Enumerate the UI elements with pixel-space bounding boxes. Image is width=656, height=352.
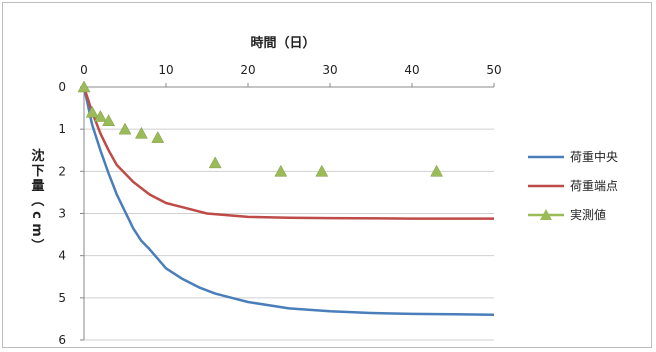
y-tick-label-6: 6 xyxy=(58,333,66,347)
x-tick-label-50: 50 xyxy=(486,63,501,77)
tick-labels: 0 10 20 30 40 50 0 1 2 3 4 5 6 xyxy=(58,63,501,347)
data-point xyxy=(151,131,165,143)
data-point xyxy=(134,126,148,139)
data-point xyxy=(77,80,91,93)
legend-label: 実測値 xyxy=(570,207,606,222)
y-tick-label-5: 5 xyxy=(58,291,66,305)
y-tick-label-2: 2 xyxy=(58,164,66,178)
legend-item-1: 荷重中央 xyxy=(528,149,618,164)
axes xyxy=(80,83,495,341)
legend-label: 荷重中央 xyxy=(570,149,618,164)
y-tick-label-0: 0 xyxy=(58,80,66,94)
y-tick-label-3: 3 xyxy=(58,207,66,221)
data-point xyxy=(208,156,222,169)
data-point xyxy=(85,105,99,118)
legend-item-2: 荷重端点 xyxy=(528,179,618,193)
legend-swatch-marker xyxy=(540,209,552,220)
legend-item-3: 実測値 xyxy=(528,207,606,222)
data-series xyxy=(77,80,495,316)
gridlines xyxy=(84,86,494,341)
x-tick-label-10: 10 xyxy=(158,63,173,77)
y-axis-label-char: 下 xyxy=(31,164,44,179)
y-axis-label-char: c xyxy=(29,211,44,219)
data-point xyxy=(315,164,329,177)
data-point xyxy=(102,114,116,126)
series-line-1 xyxy=(82,86,495,316)
data-point xyxy=(274,164,288,177)
y-axis-label-char: 沈 xyxy=(31,148,44,164)
series-line-2 xyxy=(82,86,494,220)
x-tick-label-40: 40 xyxy=(404,63,419,77)
y-axis-label-char: （ xyxy=(29,193,45,206)
y-axis-label-char: 量 xyxy=(31,179,44,194)
x-tick-label-20: 20 xyxy=(240,63,255,77)
y-tick-label-4: 4 xyxy=(58,249,66,263)
x-tick-label-0: 0 xyxy=(80,63,88,77)
data-point xyxy=(430,164,444,177)
chart-title: 時間（日） xyxy=(250,35,315,51)
legend-label: 荷重端点 xyxy=(570,179,618,193)
series-3 xyxy=(77,80,444,177)
series-1 xyxy=(82,86,495,316)
y-axis-label-char: m xyxy=(29,223,44,237)
data-point xyxy=(93,109,107,122)
y-axis-label: 沈下量（ cm） xyxy=(29,148,45,252)
series-2 xyxy=(82,86,494,220)
y-tick-label-1: 1 xyxy=(58,122,66,136)
data-point xyxy=(118,122,132,135)
x-tick-label-30: 30 xyxy=(322,63,337,77)
y-axis-label-char: ） xyxy=(29,238,45,251)
